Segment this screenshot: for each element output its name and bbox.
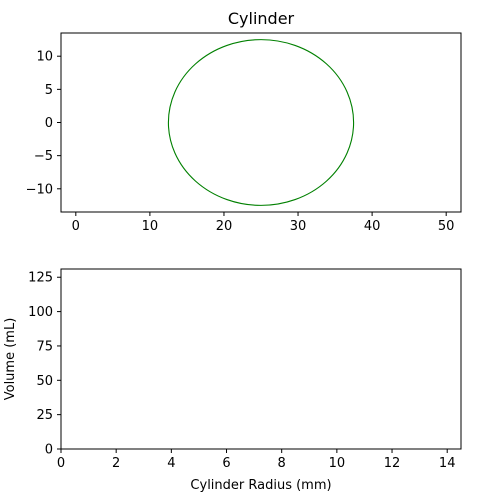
- cylinder-x-tick-label: 10: [142, 219, 159, 234]
- cylinder-x-tick-label: 50: [438, 219, 455, 234]
- volume-x-tick-label: 12: [384, 456, 401, 471]
- volume-y-tick-label: 100: [28, 305, 53, 320]
- volume-axes: 0 2 4 6 8 10 12 14 0 25 50 75 100 125 Cylinder Radiu…: [3, 268, 462, 493]
- volume-x-tick-label: 8: [278, 456, 286, 471]
- volume-x-tick-label: 0: [57, 456, 65, 471]
- y-axis-label: Volume (mL): [3, 318, 18, 401]
- cylinder-x-ticks: 0 10 20 30 40 50: [72, 212, 455, 234]
- volume-x-tick-label: 10: [329, 456, 346, 471]
- volume-y-tick-label: 50: [36, 374, 53, 389]
- cylinder-x-tick-label: 0: [72, 219, 80, 234]
- volume-x-tick-label: 6: [222, 456, 230, 471]
- cylinder-y-tick-label: 5: [45, 83, 53, 98]
- cylinder-axes: Cylinder 0 10 20 30 40 50 −10 −5 0 5 10: [26, 9, 462, 234]
- volume-y-tick-label: 0: [45, 443, 53, 458]
- volume-axes-frame: [60, 268, 462, 450]
- cylinder-x-tick-label: 40: [364, 219, 381, 234]
- volume-x-ticks: 0 2 4 6 8 10 12 14: [57, 449, 456, 471]
- cylinder-plot-data: [167, 39, 355, 206]
- volume-x-tick-label: 14: [439, 456, 456, 471]
- volume-y-ticks: 0 25 50 75 100 125: [28, 271, 61, 458]
- x-axis-label: Cylinder Radius (mm): [190, 478, 331, 493]
- cylinder-x-tick-label: 20: [216, 219, 233, 234]
- volume-y-tick-label: 125: [28, 271, 53, 286]
- cylinder-y-tick-label: 0: [45, 116, 53, 131]
- volume-x-tick-label: 4: [167, 456, 175, 471]
- volume-y-tick-label: 25: [36, 408, 53, 423]
- cylinder-x-tick-label: 30: [290, 219, 307, 234]
- volume-x-tick-label: 2: [112, 456, 120, 471]
- chart-title: Cylinder: [228, 9, 295, 28]
- cylinder-y-tick-label: −10: [26, 182, 53, 197]
- cylinder-y-ticks: −10 −5 0 5 10: [26, 50, 61, 197]
- cylinder-cross-section-circle: [167, 39, 355, 206]
- cylinder-y-tick-label: 10: [36, 50, 53, 65]
- cylinder-y-tick-label: −5: [34, 149, 53, 164]
- volume-y-tick-label: 75: [36, 339, 53, 354]
